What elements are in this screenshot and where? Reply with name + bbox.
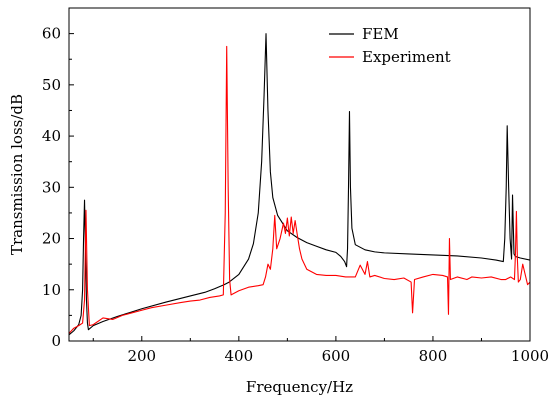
x-tick-label: 600 bbox=[322, 347, 351, 365]
x-tick-label: 400 bbox=[225, 347, 254, 365]
y-tick-label: 0 bbox=[51, 332, 61, 350]
y-tick-label: 60 bbox=[42, 25, 61, 43]
x-tick-label: 200 bbox=[127, 347, 156, 365]
series-line-fem bbox=[68, 33, 531, 336]
legend-label-fem: FEM bbox=[362, 25, 399, 43]
x-axis-tick-labels: 200 400 600 800 1000 bbox=[127, 347, 549, 365]
y-axis-label: Transmission loss/dB bbox=[8, 94, 26, 255]
y-axis-tick-labels: 0 10 20 30 40 50 60 bbox=[42, 25, 61, 350]
y-tick-label: 10 bbox=[42, 281, 61, 299]
x-tick-label: 1000 bbox=[511, 347, 549, 365]
x-axis-ticks bbox=[92, 336, 531, 341]
legend: FEM Experiment bbox=[329, 25, 451, 66]
y-axis-ticks bbox=[69, 33, 74, 342]
y-tick-label: 30 bbox=[42, 178, 61, 196]
plot-lines bbox=[68, 33, 531, 336]
y-tick-label: 50 bbox=[42, 76, 61, 94]
series-line-experiment bbox=[68, 45, 531, 334]
y-tick-label: 20 bbox=[42, 230, 61, 248]
x-tick-label: 800 bbox=[419, 347, 448, 365]
plot-frame bbox=[68, 7, 531, 342]
y-tick-label: 40 bbox=[42, 127, 61, 145]
x-axis-label: Frequency/Hz bbox=[246, 378, 353, 396]
legend-label-experiment: Experiment bbox=[362, 48, 451, 66]
